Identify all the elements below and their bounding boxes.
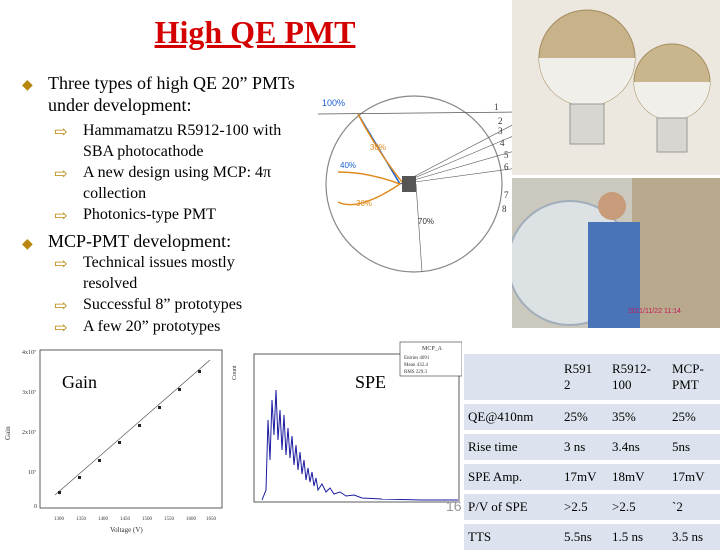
svg-text:10⁷: 10⁷: [28, 470, 36, 476]
table-row: TTS 5.5ns 1.5 ns 3.5 ns: [464, 524, 720, 550]
table-cell: 5.5ns: [560, 524, 608, 550]
table-cell: `2: [668, 494, 720, 520]
table-cell: TTS: [464, 524, 560, 550]
table-cell: 25%: [560, 404, 608, 430]
table-cell: 25%: [668, 404, 720, 430]
bullet-text-1: Three types of high QE 20” PMTs under de…: [48, 73, 295, 115]
svg-text:1650: 1650: [206, 517, 217, 522]
slide-number: 16: [446, 498, 462, 514]
table-row: SPE Amp. 17mV 18mV 17mV: [464, 464, 720, 490]
svg-text:MCP_A: MCP_A: [422, 346, 443, 352]
mcp-pmt-prototype-photo: [507, 178, 720, 328]
svg-text:1500: 1500: [142, 517, 153, 522]
gain-label: Gain: [62, 372, 97, 392]
svg-text:1: 1: [494, 102, 499, 112]
svg-text:RMS 229.3: RMS 229.3: [404, 370, 428, 375]
table-header-cell: MCP- PMT: [668, 354, 720, 400]
table-header-cell: R591 2: [560, 354, 608, 400]
arrow-icon: ⇨: [54, 320, 68, 337]
svg-text:8: 8: [502, 204, 507, 214]
svg-text:1450: 1450: [120, 517, 131, 522]
table-cell: 17mV: [560, 464, 608, 490]
svg-text:5: 5: [504, 150, 509, 160]
diagram-label-40: 40%: [340, 161, 356, 170]
table-cell: >2.5: [560, 494, 608, 520]
bullet-diamond-icon: ◆: [22, 78, 33, 93]
table-cell: 3.5 ns: [668, 524, 720, 550]
gain-vs-voltage-plot: 4x10⁷ 3x10⁷ 2x10⁷ 10⁷ 0 Gain 1300 1350 1…: [4, 349, 223, 534]
table-header-row: R591 2 R5912- 100 MCP- PMT: [464, 354, 720, 400]
diagram-label-30b: 30%: [356, 199, 372, 208]
bullet-diamond-icon: ◆: [22, 237, 33, 252]
table-row: QE@410nm 25% 35% 25%: [464, 404, 720, 430]
table-cell: 3 ns: [560, 434, 608, 460]
svg-text:1550: 1550: [164, 517, 175, 522]
diagram-label-30a: 30%: [370, 143, 386, 152]
svg-text:4: 4: [500, 138, 505, 148]
svg-text:Mean 432.4: Mean 432.4: [404, 363, 428, 368]
arrow-icon: ⇨: [54, 166, 68, 183]
table-cell: >2.5: [608, 494, 668, 520]
sub-bullet-2-1: Technical issues mostly resolved: [83, 254, 235, 292]
svg-text:2: 2: [498, 116, 503, 126]
table-row: Rise time 3 ns 3.4ns 5ns: [464, 434, 720, 460]
svg-text:4x10⁷: 4x10⁷: [22, 350, 36, 356]
svg-text:1300: 1300: [54, 517, 65, 522]
page-title: High QE PMT: [154, 14, 356, 50]
table-header-cell: [464, 354, 560, 400]
sub-bullet-2-3: A few 20” prototypes: [83, 318, 221, 335]
table-row: P/V of SPE >2.5 >2.5 `2: [464, 494, 720, 520]
arrow-icon: ⇨: [54, 124, 68, 141]
pmt-collection-diagram: 100% 30% 40% 30% 70% 1 2 3 4 5 6 7 8: [318, 95, 519, 273]
table-cell: 18mV: [608, 464, 668, 490]
table-cell: SPE Amp.: [464, 464, 560, 490]
arrow-icon: ⇨: [54, 208, 68, 225]
table-cell: QE@410nm: [464, 404, 560, 430]
arrow-icon: ⇨: [54, 298, 68, 315]
table-cell: 17mV: [668, 464, 720, 490]
pmt-bulbs-photo: [512, 0, 720, 175]
table-cell: 35%: [608, 404, 668, 430]
sub-bullet-1-1: Hammamatzu R5912-100 with SBA photocatho…: [83, 122, 282, 160]
svg-text:Voltage (V): Voltage (V): [110, 526, 143, 534]
svg-text:3: 3: [498, 126, 503, 136]
bullet-text-2: MCP-PMT development:: [48, 231, 232, 251]
sub-bullet-1-2: A new design using MCP: 4π collection: [83, 164, 272, 202]
spe-label: SPE: [355, 372, 387, 392]
table-cell: Rise time: [464, 434, 560, 460]
svg-text:Entries 4091: Entries 4091: [404, 356, 430, 361]
svg-text:7: 7: [504, 190, 509, 200]
table-cell: 5ns: [668, 434, 720, 460]
svg-text:Count: Count: [232, 365, 238, 380]
diagram-label-100: 100%: [322, 98, 345, 108]
svg-text:6: 6: [504, 162, 509, 172]
sub-bullet-2-2: Successful 8” prototypes: [83, 296, 243, 313]
svg-text:2x10⁷: 2x10⁷: [22, 430, 36, 436]
svg-text:1350: 1350: [76, 517, 87, 522]
arrow-icon: ⇨: [54, 256, 68, 273]
pmt-comparison-table: R591 2 R5912- 100 MCP- PMT QE@410nm 25% …: [464, 350, 720, 554]
table-cell: 1.5 ns: [608, 524, 668, 550]
sub-bullet-1-3: Photonics-type PMT: [83, 206, 216, 223]
svg-text:1600: 1600: [186, 517, 197, 522]
table-cell: 3.4ns: [608, 434, 668, 460]
svg-text:Gain: Gain: [4, 426, 12, 440]
diagram-label-70: 70%: [418, 217, 434, 226]
svg-text:1400: 1400: [98, 517, 109, 522]
svg-text:0: 0: [34, 504, 37, 510]
table-header-cell: R5912- 100: [608, 354, 668, 400]
svg-text:3x10⁷: 3x10⁷: [22, 390, 36, 396]
photo-timestamp: 2011/11/22 11:14: [628, 308, 681, 315]
table-cell: P/V of SPE: [464, 494, 560, 520]
spe-histogram-plot: MCP_A Entries 4091 Mean 432.4 RMS 229.3 …: [232, 341, 462, 503]
